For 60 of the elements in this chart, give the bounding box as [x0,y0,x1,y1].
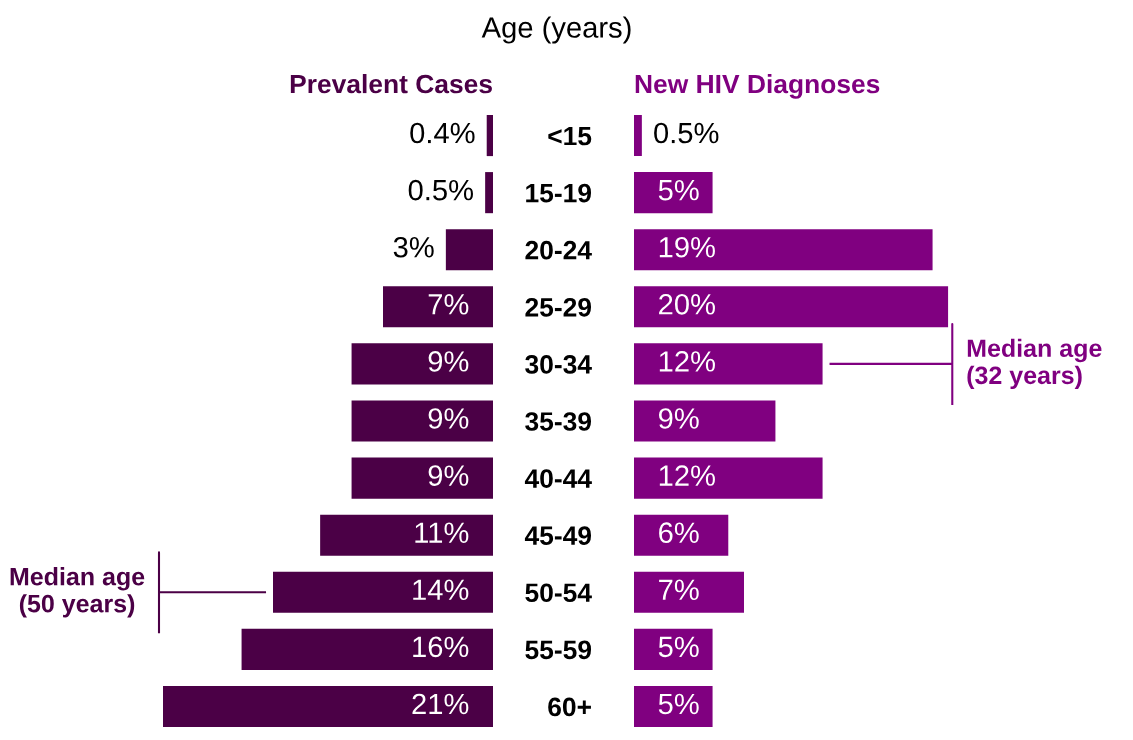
data-label: 5% [658,636,699,658]
bar [163,685,493,728]
bar [241,628,493,670]
data-label: 19% [659,236,715,258]
y-tick-label: 15-19 [526,183,592,203]
bar [383,286,493,328]
data-label: 7% [428,294,469,315]
y-axis-title: Age (years) [481,16,631,44]
data-label: 0.5% [408,179,473,201]
data-label: 16% [413,636,469,658]
bar [486,114,493,157]
y-tick-label: 55-59 [525,640,592,660]
y-tick-label: 20-24 [525,240,592,260]
y-tick-label: 60+ [548,697,591,717]
data-label: 12% [659,465,715,486]
bar [445,229,493,271]
bar [634,628,713,670]
y-tick-label: 25-29 [525,297,592,317]
annotation: Median age (50 years) [10,567,145,618]
bar [351,343,493,385]
y-tick-label: 50-54 [525,583,592,603]
bar [634,343,823,385]
bar [351,457,493,499]
data-label: 0.4% [410,122,475,144]
bar [634,114,642,157]
data-label: 6% [659,522,699,544]
y-tick-label: 35-39 [525,412,592,431]
data-label: 9% [428,465,469,486]
data-label: 12% [659,351,715,372]
y-tick-label: 30-34 [525,355,592,374]
bar [634,514,729,556]
chart-title: New HIV Diagnoses [635,73,880,99]
data-label: 14% [413,579,469,600]
bar [320,514,493,556]
data-label: 9% [658,408,699,429]
data-label: 0.5% [654,122,719,144]
data-label: 7% [659,579,699,600]
data-label: 9% [428,408,469,429]
bar [634,286,949,328]
annotation: Median age (32 years) [967,338,1102,390]
bar [634,229,933,271]
bar [634,400,776,442]
data-label: 20% [659,293,715,315]
chart-title: Prevalent Cases [290,73,492,94]
data-label: 5% [658,693,699,715]
bar [273,571,493,613]
bar [634,457,823,499]
bar [485,172,493,214]
y-tick-label: 40-44 [524,469,592,488]
bar [351,400,493,442]
bar [634,172,713,214]
data-label: 5% [658,179,699,201]
data-label: 9% [428,351,469,372]
bar [634,571,744,613]
data-label: 21% [412,693,469,715]
data-label: 3% [393,236,434,258]
data-label: 11% [415,522,469,543]
bar [634,685,713,728]
y-tick-label: 45-49 [524,526,592,545]
y-tick-label: <15 [548,126,592,146]
